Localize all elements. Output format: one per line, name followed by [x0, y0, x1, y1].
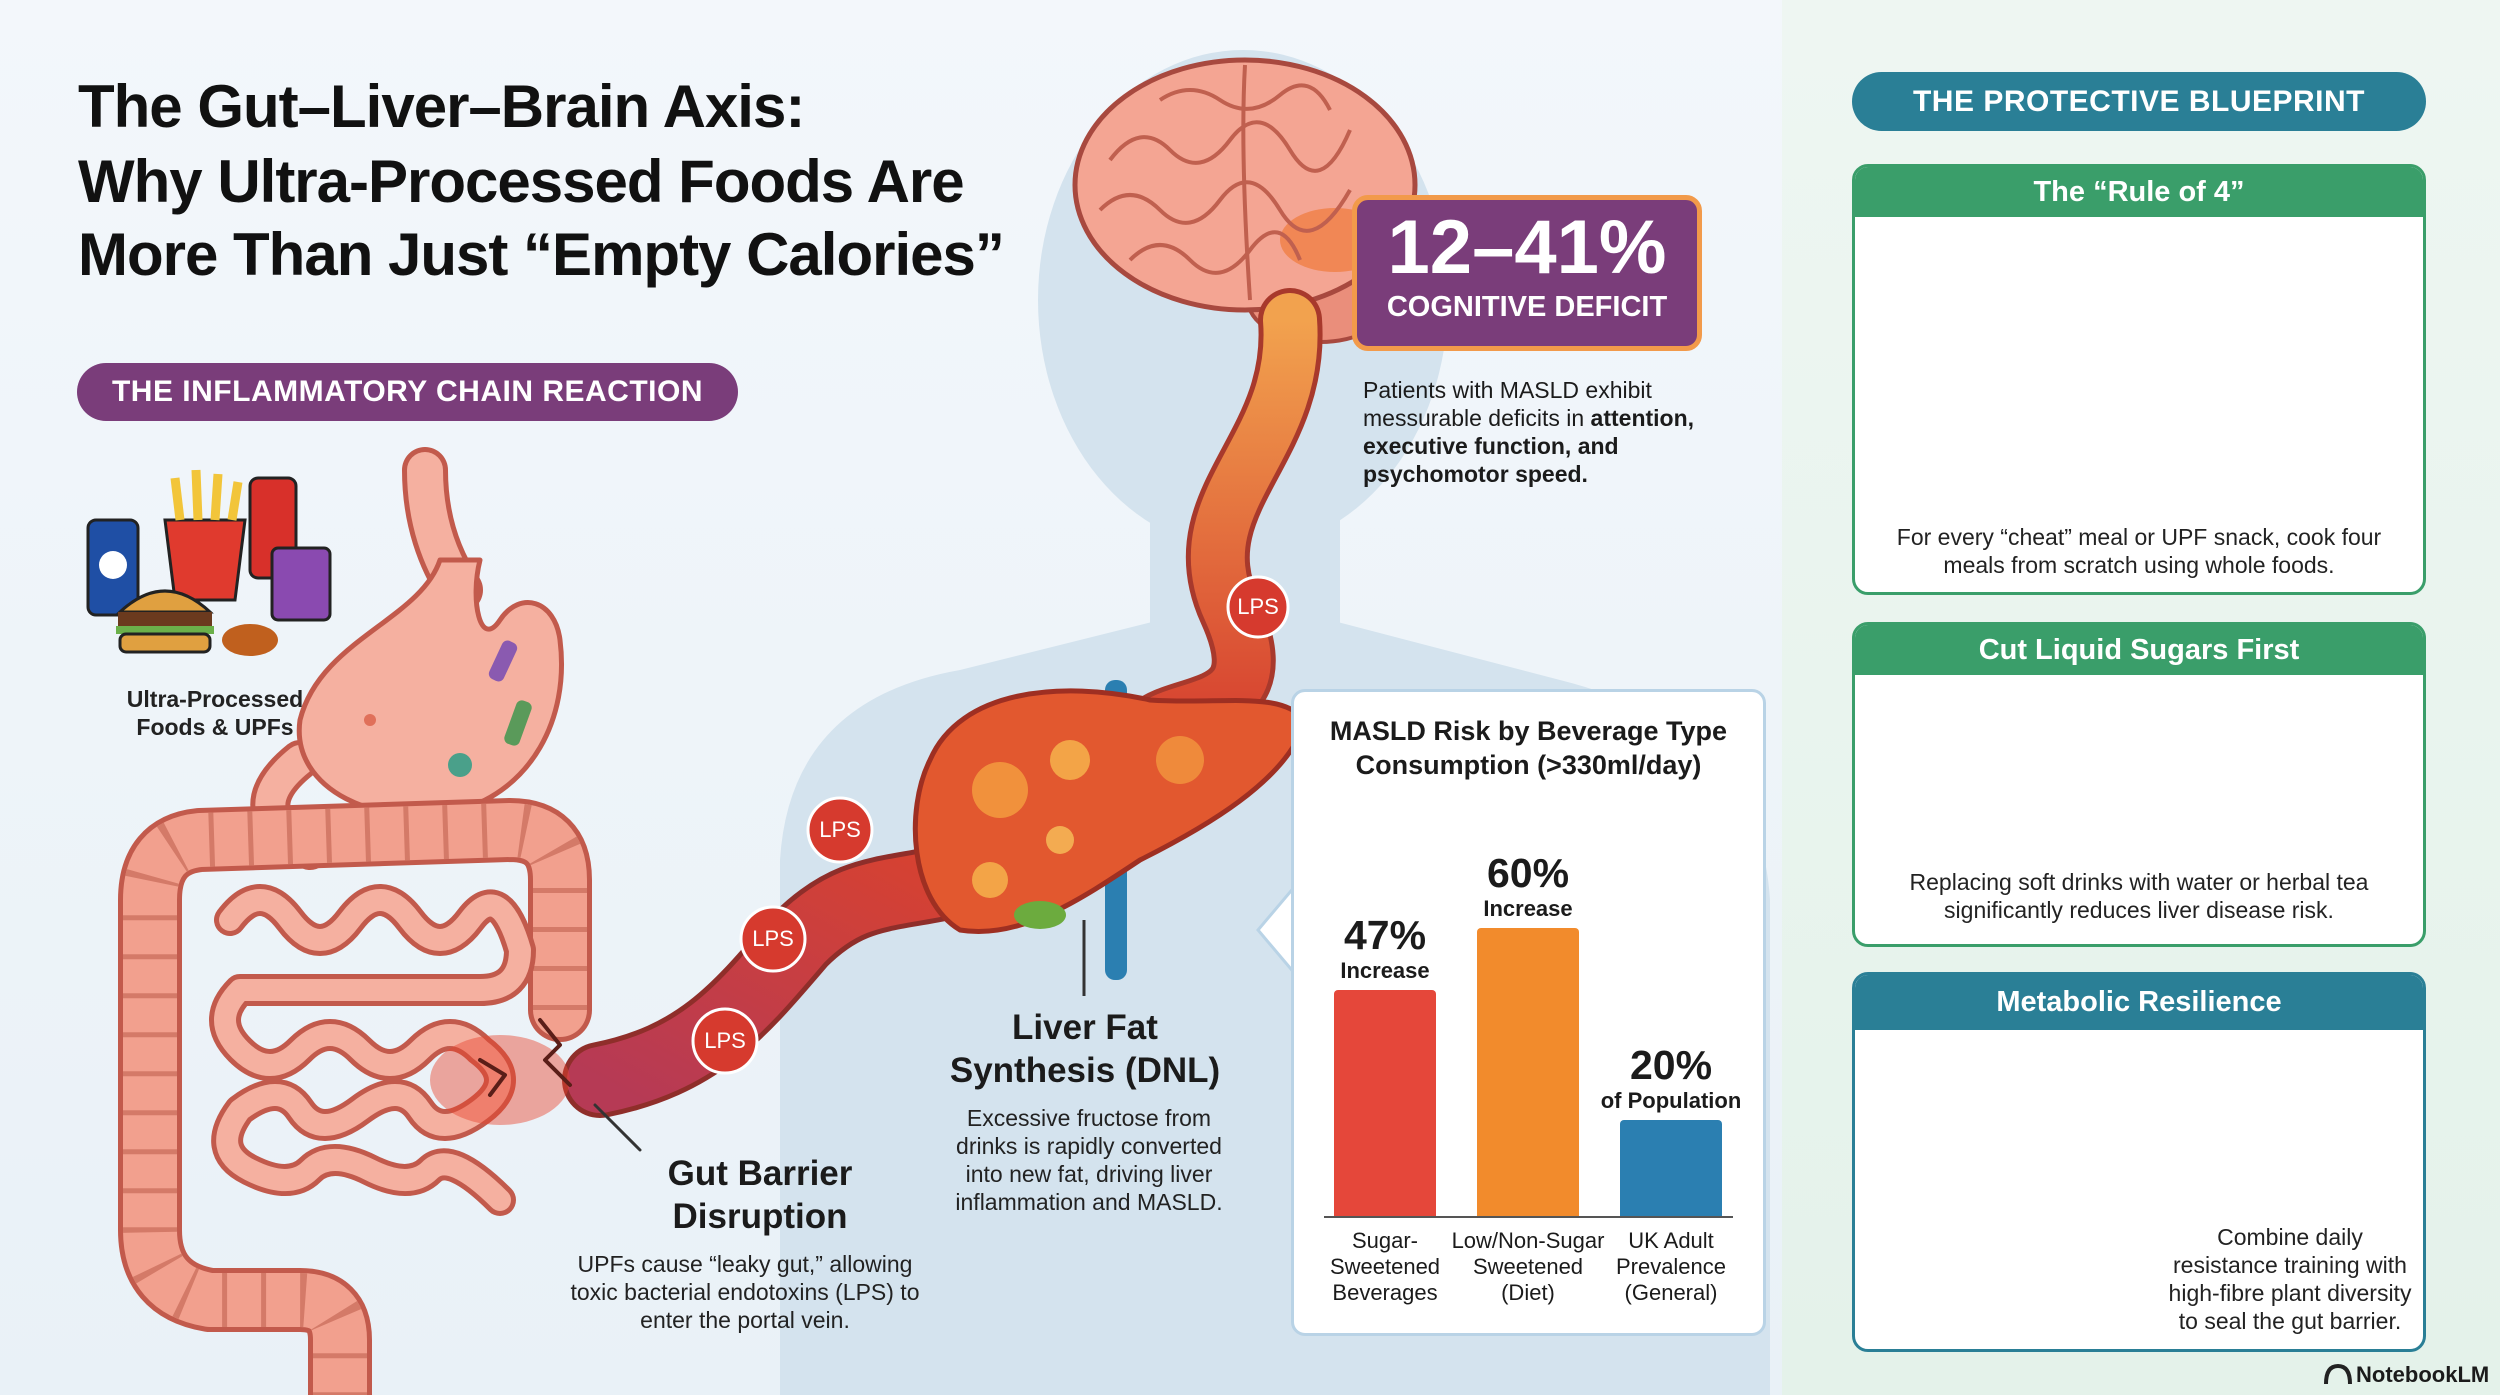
gut-illustration-part	[364, 714, 376, 726]
stat-box: 12–41% COGNITIVE DEFICIT	[1352, 195, 1702, 351]
gut-illustration-part	[448, 753, 472, 777]
upf-icons-part	[270, 546, 332, 622]
upf-icons-part	[118, 632, 212, 654]
bar	[1334, 990, 1436, 1216]
lps-badges-part	[691, 1007, 759, 1075]
brand: NotebookLM	[2356, 1362, 2490, 1387]
liver-illustration-part	[1050, 740, 1090, 780]
gut-illustration-part	[214, 889, 531, 1211]
liver-illustration-part	[1014, 901, 1066, 929]
card: Metabolic Resilience Combine daily resis…	[1852, 972, 2426, 1352]
value-label: 60%	[1486, 850, 1570, 896]
card-title: The “Rule of 4”	[1855, 167, 2423, 217]
lps-label: LPS	[1237, 594, 1279, 619]
gut-illustration-part	[296, 557, 564, 818]
value-note: Increase	[1340, 958, 1430, 984]
value-label: 20%	[1629, 1042, 1713, 1088]
page-title-line: The Gut–Liver–Brain Axis:	[78, 73, 805, 140]
brain-text-plain: Patients with MASLD exhibit messurable d…	[1363, 377, 1652, 431]
brand-icon-part	[2324, 1363, 2352, 1385]
upf-icons-part	[116, 589, 214, 614]
upf-icons-part-part	[210, 473, 223, 521]
upf-icons-part	[99, 551, 127, 579]
card-text: Replacing soft drinks with water or herb…	[1909, 869, 2369, 923]
gut-illustration-part	[593, 1103, 642, 1152]
value-note: of Population	[1600, 1088, 1742, 1113]
gut-title: Gut Barrier Disruption	[667, 1154, 853, 1236]
upf-icons-part-part	[227, 481, 243, 521]
lps-label: LPS	[752, 926, 794, 951]
upf-icons-part	[170, 469, 243, 521]
stat-value: 12–41%	[1387, 205, 1667, 290]
brain-text-bold: attention, executive function, and psych…	[1363, 405, 1695, 487]
upf-label: Ultra-Processed Foods & UPFs	[126, 686, 304, 740]
upf-icons	[86, 469, 332, 656]
brain-illustration-part-part	[1128, 230, 1302, 275]
gut-illustration-part	[478, 1018, 572, 1097]
upf-icons-part-part	[191, 469, 203, 521]
bar-label-group: 47% Increase	[1304, 912, 1466, 984]
category-label: Sugar-Sweetened Beverages	[1329, 1228, 1441, 1305]
chart-title: MASLD Risk by Beverage Type Consumption …	[1329, 716, 1728, 780]
baseline	[1324, 1216, 1733, 1218]
upf-icons-part	[222, 624, 278, 656]
page-title-line: More Than Just “Empty Calories”	[78, 221, 1005, 288]
gut-text: UPFs cause “leaky gut,” allowing toxic b…	[570, 1251, 920, 1333]
upf-icons-part	[116, 626, 214, 634]
value-label: 47%	[1343, 912, 1427, 959]
gut-illustration-part	[504, 700, 532, 746]
card-title: Metabolic Resilience	[1855, 975, 2423, 1030]
lps-badges-part	[1226, 575, 1290, 639]
blueprint-label: THE PROTECTIVE BLUEPRINT	[1852, 72, 2426, 131]
bar-label-group: 60% Increase	[1447, 850, 1609, 922]
liver-title: Liver Fat Synthesis (DNL)	[949, 1008, 1221, 1090]
upf-icons-part	[118, 612, 212, 626]
card-text: Combine daily resistance training with h…	[2168, 1224, 2412, 1334]
liver-illustration-part	[972, 862, 1008, 898]
upf-icons-part	[163, 518, 247, 602]
brain-illustration-part-part	[1098, 180, 1352, 233]
bar	[1620, 1120, 1722, 1216]
bar	[1477, 928, 1579, 1216]
upf-icons-part-part	[170, 477, 185, 521]
card-title: Cut Liquid Sugars First	[1855, 625, 2423, 675]
page-title-line: Why Ultra-Processed Foods Are	[78, 148, 965, 215]
gut-illustration	[118, 447, 642, 1395]
lps-label: LPS	[704, 1028, 746, 1053]
brain-illustration-part	[1098, 64, 1352, 301]
brain-text: Patients with MASLD exhibit messurable d…	[1363, 376, 1733, 488]
lps-badges-part	[806, 796, 874, 864]
card: The “Rule of 4” For every “cheat” meal o…	[1852, 164, 2426, 595]
liver-illustration-part	[1156, 736, 1204, 784]
brain-illustration-part-part	[1108, 120, 1352, 173]
liver-text: Excessive fructose from drinks is rapidl…	[955, 1105, 1223, 1215]
lps-label: LPS	[819, 817, 861, 842]
card-text: For every “cheat” meal or UPF snack, coo…	[1896, 524, 2382, 578]
card: Cut Liquid Sugars First Replacing soft d…	[1852, 622, 2426, 947]
brain-illustration-part-part	[1241, 64, 1252, 301]
gut-illustration-part	[123, 803, 587, 1395]
bar-label-group: 20% of Population	[1590, 1042, 1752, 1114]
liver-illustration-part	[1046, 826, 1074, 854]
bar-chart: MASLD Risk by Beverage Type Consumption …	[1291, 689, 1766, 1336]
liver-illustration-part	[972, 762, 1028, 818]
category-label: Low/Non-Sugar Sweetened (Diet)	[1451, 1228, 1605, 1305]
value-note: Increase	[1483, 896, 1573, 921]
category-label: UK Adult Prevalence (General)	[1615, 1228, 1727, 1305]
brand-icon	[2324, 1363, 2352, 1385]
liver-illustration	[912, 680, 1308, 996]
brain-illustration-part-part	[1158, 83, 1332, 111]
lps-badges: LPS LPS LPS LPS	[691, 575, 1290, 1075]
section-label: THE INFLAMMATORY CHAIN REACTION	[77, 363, 738, 421]
stat-label: COGNITIVE DEFICIT	[1386, 291, 1668, 323]
lps-badges-part	[739, 905, 807, 973]
liver-illustration-part	[912, 688, 1308, 934]
gut-illustration-part	[488, 640, 518, 682]
